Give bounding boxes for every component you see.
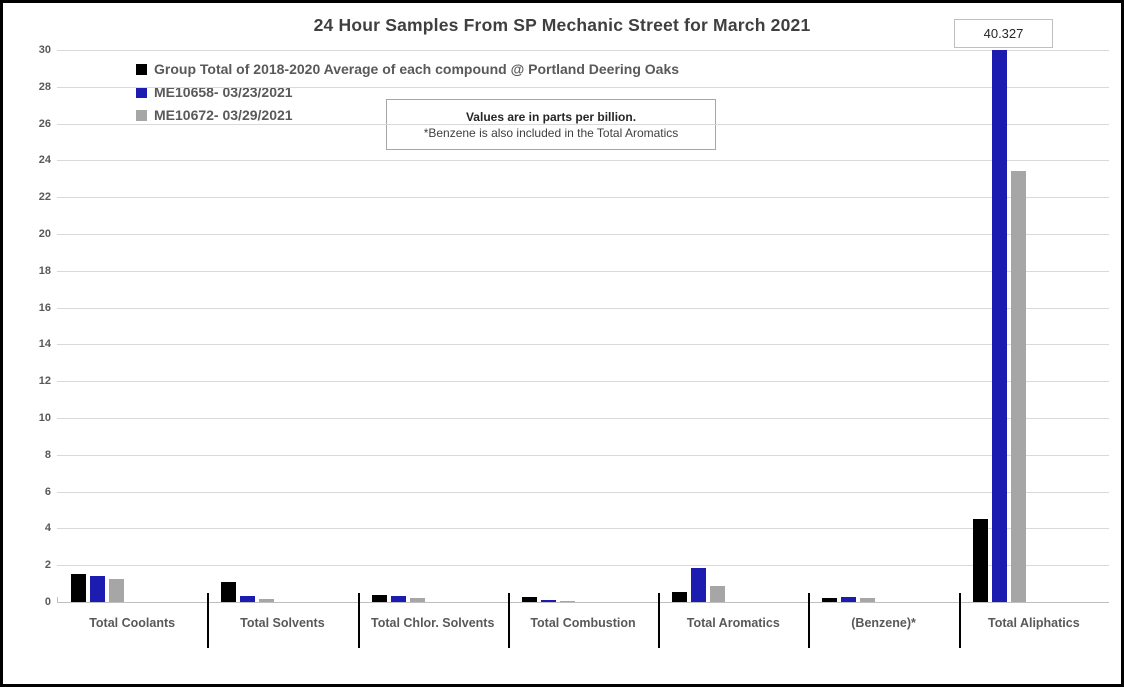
- y-axis-tick-label: 2: [44, 559, 51, 572]
- category-separator: [207, 593, 210, 648]
- bar: [540, 599, 556, 602]
- category-label: Total Aliphatics: [988, 616, 1080, 630]
- x-axis-line: [57, 602, 1109, 603]
- y-axis-tick-label: 4: [44, 522, 51, 535]
- legend-label: Group Total of 2018-2020 Average of each…: [154, 61, 680, 77]
- category-label: Total Coolants: [89, 616, 176, 630]
- bar: [710, 586, 726, 602]
- bar: [691, 567, 707, 602]
- bar: [409, 598, 425, 602]
- category-separator: [507, 593, 510, 648]
- y-axis-tick-label: 30: [38, 44, 51, 56]
- y-axis-tick-label: 8: [44, 448, 51, 461]
- category-label: Total Solvents: [240, 616, 325, 630]
- bar: [1010, 171, 1026, 602]
- bar: [240, 595, 256, 602]
- bar: [90, 576, 105, 602]
- legend: Group Total of 2018-2020 Average of each…: [136, 61, 679, 130]
- gridline: [57, 528, 1109, 530]
- gridline: [57, 160, 1109, 162]
- y-axis-tick-label: 10: [38, 412, 51, 424]
- bar: [390, 596, 406, 602]
- category-separator: [658, 593, 661, 648]
- y-axis-tick-label: 14: [38, 338, 51, 351]
- bar: [559, 601, 575, 602]
- clipped-bar-value-label: 40.327: [954, 19, 1053, 48]
- gridline: [57, 418, 1109, 419]
- gridline: [57, 307, 1109, 309]
- bar: [841, 597, 857, 602]
- category-label: Total Combustion: [530, 616, 636, 630]
- gridline: [57, 234, 1109, 235]
- y-axis-tick-label: 24: [38, 154, 51, 167]
- category-separator: [808, 593, 811, 648]
- chart-title: 24 Hour Samples From SP Mechanic Street …: [313, 15, 811, 35]
- legend-item: Group Total of 2018-2020 Average of each…: [136, 61, 679, 77]
- bar: [71, 574, 86, 602]
- bar: [860, 598, 876, 602]
- bar: [109, 579, 124, 602]
- y-axis-tick-label: 28: [38, 80, 51, 93]
- gridline: [57, 197, 1109, 199]
- legend-item: ME10672- 03/29/2021: [136, 107, 679, 123]
- bar: [371, 594, 387, 602]
- category-label: (Benzene)*: [851, 616, 916, 630]
- gridline: [57, 50, 1109, 51]
- legend-swatch-gray: [136, 109, 147, 121]
- y-axis-tick-label: 26: [38, 117, 51, 130]
- gridline: [57, 454, 1109, 456]
- bar: [259, 599, 275, 602]
- gridline: [57, 381, 1109, 383]
- gridline: [57, 123, 1109, 125]
- y-axis-tick-label: 12: [38, 375, 51, 388]
- y-axis-tick-label: 18: [38, 264, 51, 277]
- legend-label: ME10672- 03/29/2021: [154, 107, 293, 123]
- legend-item: ME10658- 03/23/2021: [136, 84, 679, 100]
- bar: [221, 581, 237, 602]
- y-axis-tick-label: 6: [44, 485, 51, 498]
- units-annotation-line1: Values are in parts per billion.: [465, 109, 637, 124]
- bar: [672, 591, 688, 602]
- gridline: [57, 491, 1109, 493]
- bar: [991, 50, 1007, 602]
- bar: [822, 598, 838, 602]
- bar: [972, 519, 988, 602]
- legend-label: ME10658- 03/23/2021: [154, 84, 293, 100]
- category-label: Total Aromatics: [686, 616, 780, 630]
- category-label: Total Chlor. Solvents: [371, 616, 495, 630]
- y-axis-tick-label: 16: [38, 301, 51, 314]
- y-axis-tick-label: 20: [38, 228, 51, 240]
- y-axis-tick-label: 0: [44, 596, 51, 608]
- y-axis-tick-label: 22: [38, 191, 51, 204]
- gridline: [57, 86, 1109, 88]
- category-separator: [357, 593, 360, 648]
- legend-swatch-blue: [136, 86, 147, 98]
- category-separator: [958, 593, 961, 648]
- legend-swatch-black: [136, 63, 147, 75]
- axis-tick: [57, 597, 58, 602]
- gridline: [57, 270, 1109, 272]
- bar: [521, 597, 537, 602]
- gridline: [57, 344, 1109, 346]
- gridline: [57, 565, 1109, 567]
- units-annotation-line2: *Benzene is also included in the Total A…: [423, 125, 679, 140]
